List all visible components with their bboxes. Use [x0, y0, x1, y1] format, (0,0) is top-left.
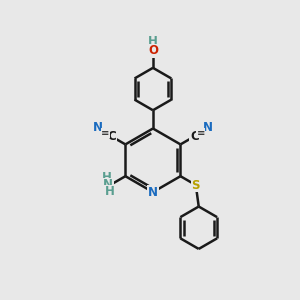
Text: N: N	[148, 186, 158, 199]
Text: N: N	[203, 121, 213, 134]
Text: S: S	[191, 178, 200, 191]
Text: N: N	[93, 121, 103, 134]
Text: C: C	[190, 130, 199, 143]
Text: ≡: ≡	[101, 128, 110, 138]
Text: H: H	[148, 35, 158, 48]
Text: C: C	[107, 130, 116, 143]
Text: H: H	[105, 185, 115, 198]
Text: N: N	[103, 178, 113, 191]
Text: H: H	[102, 172, 112, 184]
Text: O: O	[148, 44, 158, 57]
Text: ≡: ≡	[196, 128, 205, 138]
